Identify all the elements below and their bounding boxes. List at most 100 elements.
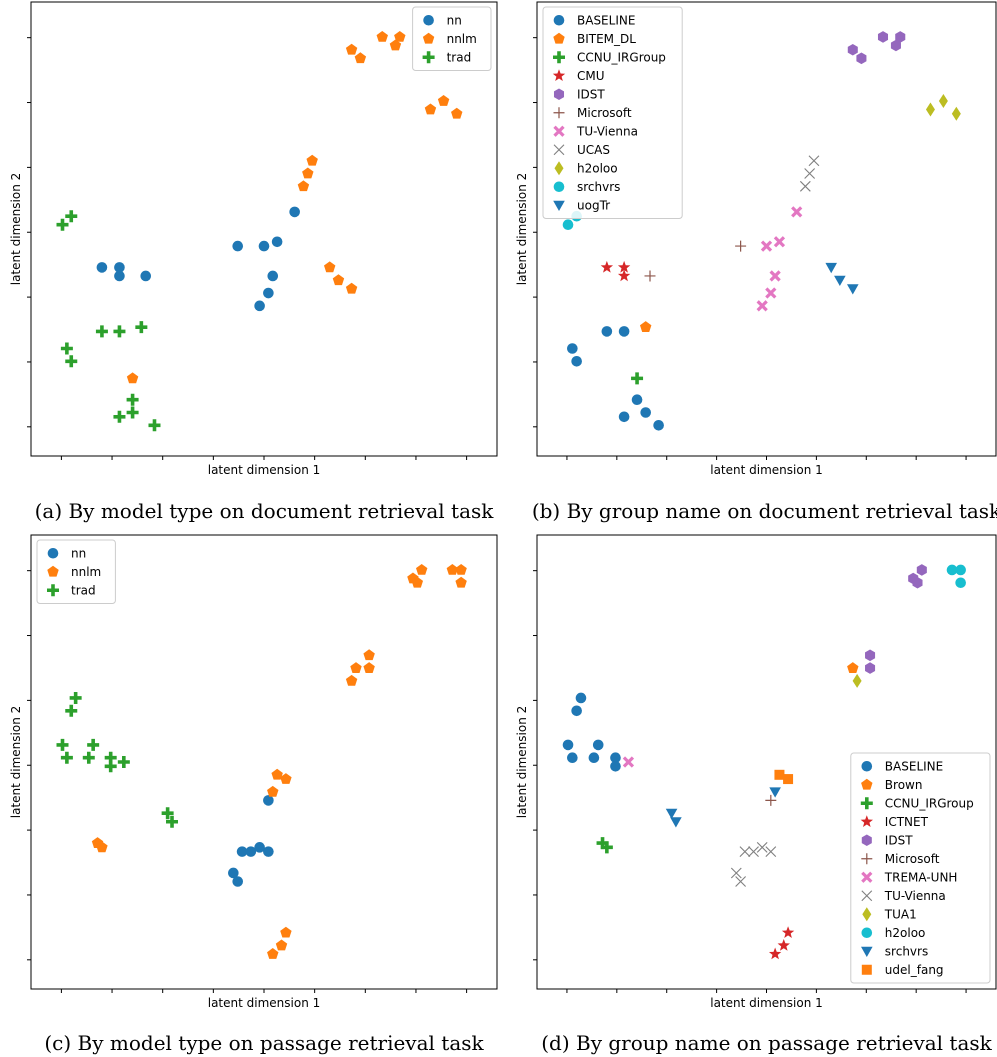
legend-label: BITEM_DL bbox=[577, 32, 636, 46]
data-point bbox=[834, 275, 846, 287]
data-point bbox=[56, 738, 69, 751]
x-axis-label: latent dimension 1 bbox=[208, 996, 321, 1010]
data-point bbox=[735, 876, 747, 887]
data-point bbox=[865, 649, 876, 662]
data-point bbox=[114, 270, 125, 282]
legend-label: BASELINE bbox=[577, 14, 635, 28]
data-point bbox=[271, 236, 283, 248]
series-srchvrs bbox=[665, 787, 781, 828]
series-udel_fang bbox=[774, 769, 794, 785]
legend-marker bbox=[553, 144, 565, 156]
data-point bbox=[263, 287, 274, 299]
data-point bbox=[455, 563, 467, 575]
x-axis-label: latent dimension 1 bbox=[710, 996, 823, 1010]
data-point bbox=[56, 218, 69, 231]
data-point bbox=[567, 343, 578, 354]
y-axis-label: latent dimension 2 bbox=[9, 173, 23, 286]
series-uogTr bbox=[825, 262, 859, 295]
series-h2oloo bbox=[925, 93, 961, 121]
data-point bbox=[640, 407, 651, 418]
legend-marker bbox=[422, 32, 435, 44]
data-point bbox=[571, 705, 582, 717]
data-point bbox=[670, 817, 682, 828]
data-point bbox=[350, 662, 362, 673]
data-point bbox=[846, 284, 859, 295]
legend-label: nnlm bbox=[447, 32, 477, 46]
legend-marker bbox=[47, 547, 59, 559]
data-point bbox=[363, 662, 375, 673]
data-point bbox=[389, 39, 402, 51]
legend-marker bbox=[861, 927, 873, 939]
data-point bbox=[376, 30, 388, 42]
legend-marker bbox=[861, 964, 872, 975]
series-CCNU_IRGroup bbox=[596, 837, 613, 854]
series-Microsoft bbox=[765, 794, 777, 806]
data-point bbox=[267, 270, 279, 282]
data-point bbox=[126, 372, 139, 384]
series-BASELINE bbox=[562, 692, 621, 772]
data-point bbox=[126, 406, 139, 419]
legend-label: Microsoft bbox=[577, 106, 632, 120]
data-point bbox=[946, 564, 958, 576]
legend-label: CCNU_IRGroup bbox=[885, 797, 974, 811]
data-point bbox=[280, 773, 292, 784]
data-point bbox=[622, 756, 635, 768]
data-point bbox=[847, 662, 859, 673]
data-point bbox=[825, 262, 838, 274]
legend-marker bbox=[862, 907, 872, 922]
legend-label: srchvrs bbox=[885, 945, 928, 959]
series-nn bbox=[228, 795, 274, 887]
data-point bbox=[865, 662, 876, 674]
panel-caption: (b) By group name on document retrieval … bbox=[532, 499, 997, 523]
data-point bbox=[69, 691, 82, 704]
data-point bbox=[345, 43, 358, 55]
data-point bbox=[96, 841, 108, 853]
legend-marker bbox=[553, 14, 565, 26]
data-point bbox=[774, 769, 785, 780]
legend: BASELINE Brown CCNU_IRGroup ICTNET IDST Micro… bbox=[850, 752, 991, 984]
legend: nn nnlm trad bbox=[412, 6, 492, 71]
data-point bbox=[781, 926, 795, 938]
data-point bbox=[394, 30, 406, 42]
data-point bbox=[95, 325, 108, 338]
y-axis-label: latent dimension 2 bbox=[9, 706, 23, 819]
data-point bbox=[877, 31, 889, 43]
legend-label: BASELINE bbox=[885, 760, 943, 774]
data-point bbox=[562, 219, 574, 231]
data-point bbox=[748, 846, 759, 858]
data-point bbox=[363, 649, 375, 661]
legend-marker bbox=[554, 161, 564, 176]
legend-label: nnlm bbox=[71, 565, 101, 579]
legend-label: TREMA-UNH bbox=[884, 871, 958, 885]
series-nn bbox=[96, 206, 300, 312]
legend-marker bbox=[552, 69, 566, 82]
data-point bbox=[232, 876, 244, 887]
data-point bbox=[765, 287, 777, 299]
data-point bbox=[618, 326, 630, 337]
legend-label: trad bbox=[71, 584, 96, 598]
legend-marker bbox=[861, 834, 872, 847]
legend-label: CCNU_IRGroup bbox=[577, 51, 666, 65]
data-point bbox=[804, 168, 816, 179]
legend-marker bbox=[861, 760, 873, 772]
data-point bbox=[280, 926, 292, 938]
data-point bbox=[644, 270, 656, 282]
x-axis-label: latent dimension 1 bbox=[710, 463, 823, 477]
legend-box bbox=[542, 6, 683, 219]
data-point bbox=[756, 300, 768, 312]
data-point bbox=[96, 262, 108, 273]
legend-label: udel_fang bbox=[885, 963, 944, 977]
legend-marker bbox=[861, 778, 873, 790]
data-point bbox=[768, 947, 782, 960]
data-point bbox=[60, 342, 73, 355]
data-point bbox=[297, 180, 310, 192]
data-point bbox=[618, 411, 630, 423]
legend: nn nnlm trad bbox=[36, 539, 116, 604]
legend-label: ICTNET bbox=[885, 815, 929, 829]
legend-label: TU-Vienna bbox=[576, 125, 638, 139]
data-point bbox=[856, 52, 867, 65]
data-point bbox=[852, 673, 862, 688]
data-point bbox=[451, 107, 463, 119]
data-point bbox=[65, 704, 78, 717]
